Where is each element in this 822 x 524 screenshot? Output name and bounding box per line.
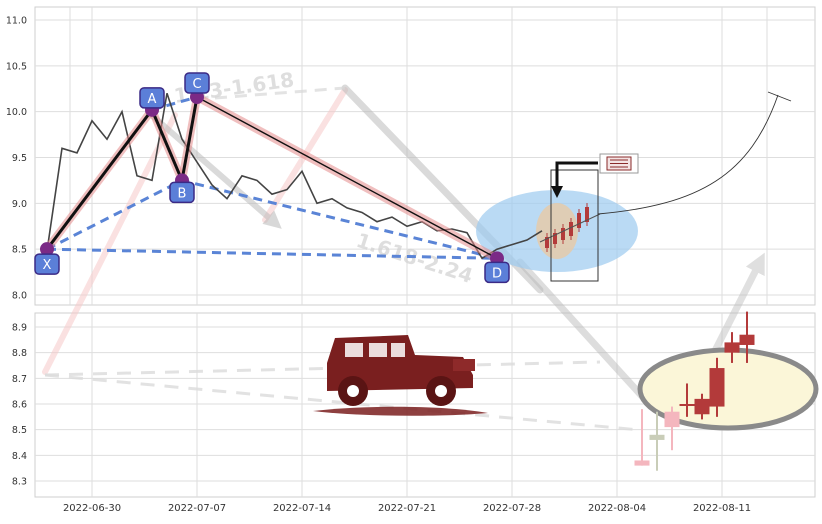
pattern-label-box [169,181,195,204]
faint-dashed-line [214,86,346,100]
y-tick-label-bottom: 8.9 [12,323,27,334]
jeep-hood [453,359,475,371]
y-tick-label-top: 11.0 [6,16,27,27]
y-tick-label-top: 8.0 [12,291,27,302]
curve-arrow-head [767,91,792,102]
pattern-point-label: A [148,92,157,107]
callout-box [550,169,599,282]
harmonic-dashed-xd [46,247,498,260]
faint-grey-arrow [145,109,282,229]
mini-candle-body [545,237,549,248]
candle-body [739,334,755,345]
pattern-point-label: D [492,266,502,281]
y-tick-label-bottom: 8.3 [12,477,27,488]
mini-candle-body [553,233,557,244]
y-tick-label-bottom: 8.8 [12,348,27,359]
candle-body [709,368,725,407]
x-tick-label: 2022-07-28 [483,503,541,514]
y-tick-label-top: 10.5 [6,61,27,72]
pattern-leg [196,96,498,260]
jeep-window [345,343,363,357]
jeep-hub [347,385,359,397]
candle-body [634,460,650,466]
y-tick-label-bottom: 8.7 [12,374,27,385]
x-tick-label: 2022-08-11 [693,503,751,514]
jeep-shadow [313,406,488,416]
y-tick-label-bottom: 8.6 [12,400,27,411]
pattern-leg [180,95,199,182]
pattern-label-box [34,253,60,275]
mini-candle-body [561,228,565,240]
pattern-label-box [139,87,165,109]
pattern-leg [45,108,154,251]
pattern-label-box [184,72,210,94]
pattern-label-box [484,261,510,284]
top-panel-frame [34,6,816,306]
mini-candle-body [569,222,573,236]
faint-dashed-line [44,373,641,432]
faint-red-diagonal [42,112,178,375]
jeep-hub [435,385,447,397]
candle-body [724,342,740,353]
jeep-window [391,343,405,357]
pattern-point-marker [40,242,54,257]
y-tick-label-top: 9.5 [12,153,27,164]
candle-body [694,398,710,415]
pattern-point-label: B [178,186,187,201]
y-tick-label-bottom: 8.5 [12,425,27,436]
curve-arrow-path [597,94,779,215]
candle-body [649,434,665,440]
pattern-leg [150,108,184,182]
y-tick-label-top: 9.0 [12,199,27,210]
notebook-icon [606,156,632,171]
pattern-point-label: C [192,77,201,92]
mini-candle-body [585,207,589,222]
mini-candle-body [577,213,581,228]
y-tick-label-top: 8.5 [12,245,27,256]
callout-arrow [551,161,598,198]
mini-trend-line [539,213,601,243]
y-tick-label-top: 10.0 [6,107,27,118]
faint-dashed-line [44,360,601,377]
x-tick-label: 2022-07-14 [273,503,331,514]
x-tick-label: 2022-07-21 [378,503,436,514]
x-tick-label: 2022-08-04 [588,503,646,514]
candle-body [664,411,680,428]
faint-grey-diagonal [516,258,654,409]
jeep-icon [313,335,488,416]
candle-body [679,404,695,406]
pattern-point-label: X [43,258,52,273]
x-tick-label: 2022-07-07 [168,503,226,514]
jeep-window [369,343,387,357]
y-tick-label-bottom: 8.4 [12,451,27,462]
x-tick-label: 2022-06-30 [63,503,121,514]
